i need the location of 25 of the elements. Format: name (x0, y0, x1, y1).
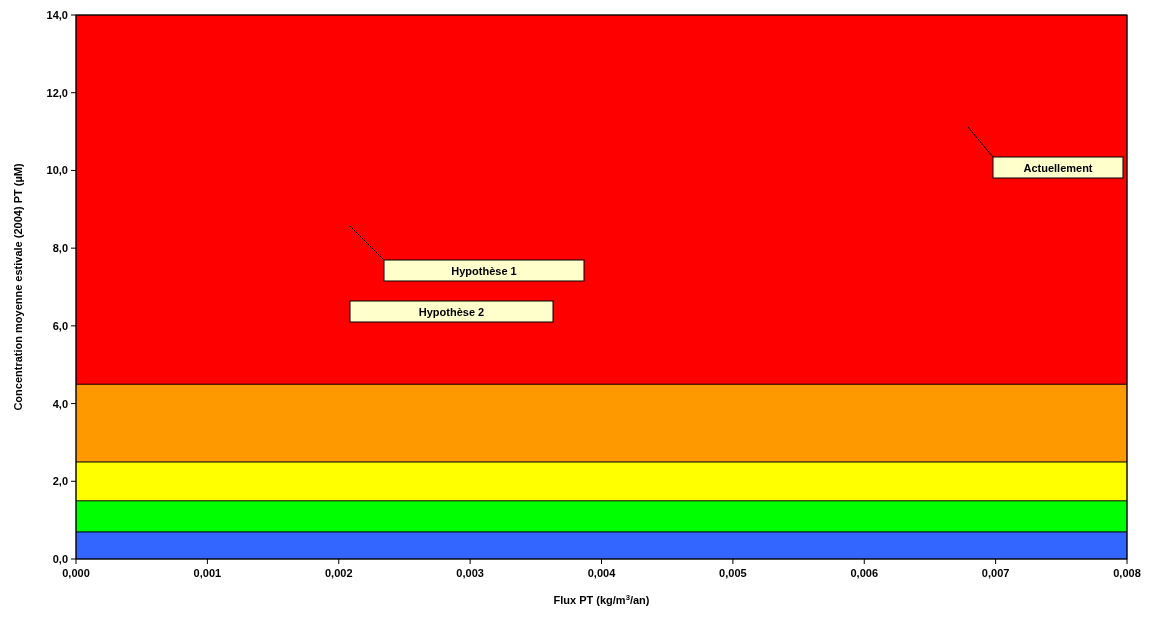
y-tick-label: 14,0 (46, 9, 68, 21)
x-tick-label: 0,007 (981, 567, 1010, 579)
x-tick-label: 0,005 (719, 567, 747, 579)
y-tick-label: 12,0 (46, 86, 68, 99)
y-tick-label: 8,0 (52, 242, 68, 255)
x-axis-title: Flux PT (kg/m$^{3}$/an) (553, 592, 650, 606)
callout-box: Hypothèse 1 (383, 259, 585, 282)
x-tick-label: 0,001 (193, 567, 222, 579)
x-tick-label: 0,000 (62, 567, 90, 579)
y-tick-label: 0,0 (52, 553, 68, 565)
callout-box: Actuellement (992, 156, 1124, 179)
x-tick-label: 0,006 (850, 567, 879, 579)
y-tick-label: 4,0 (52, 397, 68, 410)
y-tick-label: 2,0 (52, 475, 68, 488)
x-tick-label: 0,003 (456, 567, 484, 579)
y-tick-label: 10,0 (46, 164, 68, 177)
x-tick-label: 0,008 (1113, 567, 1141, 579)
annotation: Hypothèse 2 (418, 306, 485, 318)
x-tick-label: 0,004 (587, 567, 617, 579)
y-axis-title: Concentration moyenne estivale (2004) PT (µM) (12, 163, 24, 411)
y-tick-label: 6,0 (52, 319, 68, 332)
x-tick-label: 0,002 (324, 567, 353, 579)
annotation: Hypothèse 1 (451, 265, 517, 277)
annotation: Actuellement (1023, 162, 1093, 174)
callout-box: Hypothèse 2 (349, 300, 554, 323)
